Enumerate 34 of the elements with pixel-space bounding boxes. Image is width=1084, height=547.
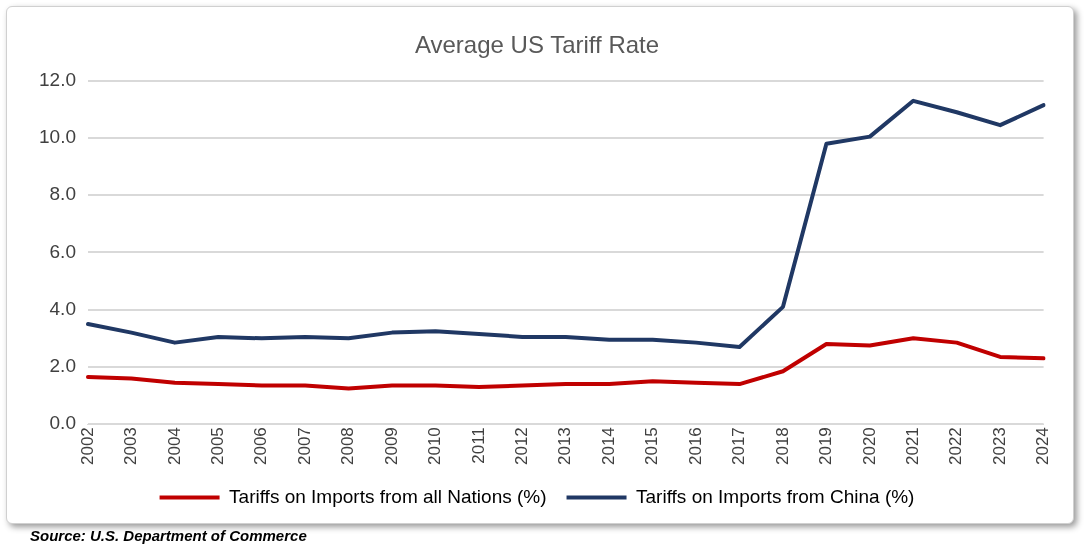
x-tick-label: 2012 xyxy=(512,427,532,466)
x-tick-label: 2007 xyxy=(294,427,314,466)
x-tick-label: 2004 xyxy=(164,427,184,466)
x-tick-label: 2005 xyxy=(207,427,227,466)
y-tick-label: 10.0 xyxy=(39,126,76,148)
x-tick-label: 2021 xyxy=(902,427,922,466)
source-note: Source: U.S. Department of Commerce xyxy=(30,527,307,544)
y-tick-label: 0.0 xyxy=(49,412,76,434)
x-tick-label: 2020 xyxy=(859,427,879,466)
x-tick-label: 2006 xyxy=(251,427,271,466)
x-tick-label: 2024 xyxy=(1033,427,1053,466)
x-tick-label: 2022 xyxy=(946,427,966,466)
chart-title: Average US Tariff Rate xyxy=(414,31,660,59)
x-tick-label: 2019 xyxy=(816,427,836,466)
x-tick-label: 2023 xyxy=(989,427,1009,466)
x-tick-label: 2013 xyxy=(555,427,575,466)
x-tick-label: 2002 xyxy=(77,427,97,466)
x-tick-label: 2011 xyxy=(468,427,488,464)
x-tick-label: 2016 xyxy=(685,427,705,466)
x-tick-label: 2014 xyxy=(598,427,618,466)
y-tick-label: 6.0 xyxy=(49,240,76,262)
x-tick-label: 2010 xyxy=(425,427,445,466)
y-tick-label: 4.0 xyxy=(49,297,76,319)
x-tick-label: 2017 xyxy=(729,427,749,466)
x-tick-label: 2003 xyxy=(121,427,141,466)
x-tick-label: 2018 xyxy=(772,427,792,466)
x-tick-label: 2009 xyxy=(381,427,401,466)
x-tick-label: 2015 xyxy=(642,427,662,466)
y-tick-label: 12.0 xyxy=(39,69,76,91)
x-tick-label: 2008 xyxy=(338,427,358,466)
legend-label: Tariffs on Imports from China (%) xyxy=(636,485,915,507)
y-tick-label: 8.0 xyxy=(49,183,76,205)
legend-label: Tariffs on Imports from all Nations (%) xyxy=(229,485,547,507)
y-tick-label: 2.0 xyxy=(49,355,76,377)
